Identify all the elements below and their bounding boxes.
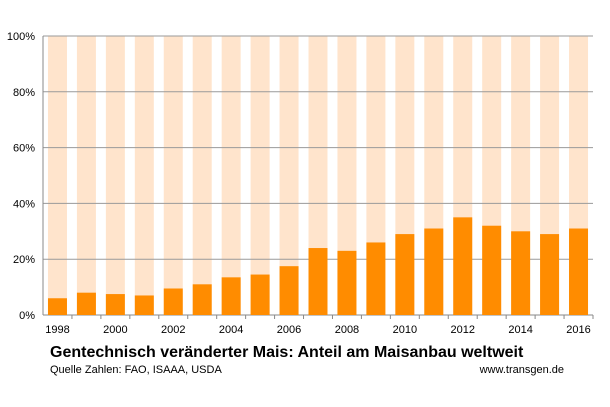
background-bar: [134, 36, 154, 315]
data-bar: [192, 284, 212, 315]
data-bar: [424, 228, 444, 315]
x-tick-label: 2006: [277, 324, 301, 336]
data-bar: [134, 295, 154, 315]
x-tick-label: 1998: [45, 324, 69, 336]
background-bar: [308, 36, 328, 315]
chart-title: Gentechnisch veränderter Mais: Anteil am…: [50, 344, 524, 361]
y-tick-label: 80%: [13, 87, 35, 99]
y-tick-label: 40%: [13, 198, 35, 210]
y-tick-label: 60%: [13, 143, 35, 155]
source-note: Quelle Zahlen: FAO, ISAAA, USDA: [50, 364, 222, 376]
data-bar: [163, 288, 183, 315]
background-bar: [76, 36, 96, 315]
background-bar: [221, 36, 241, 315]
x-tick-label: 2000: [103, 324, 127, 336]
data-bar: [279, 266, 299, 315]
data-bar: [221, 277, 241, 315]
x-tick-label: 2004: [219, 324, 243, 336]
background-bar: [163, 36, 183, 315]
x-tick-label: 2010: [393, 324, 417, 336]
background-bar: [192, 36, 212, 315]
data-bar: [250, 274, 270, 315]
background-bar: [337, 36, 357, 315]
x-tick-label: 2002: [161, 324, 185, 336]
background-bar: [47, 36, 67, 315]
y-tick-label: 20%: [13, 254, 35, 266]
data-bar: [395, 234, 415, 315]
x-tick-label: 2008: [335, 324, 359, 336]
data-bar: [453, 217, 473, 315]
data-bar: [511, 231, 531, 315]
x-tick-label: 2012: [450, 324, 474, 336]
x-tick-label: 2014: [508, 324, 532, 336]
y-tick-label: 100%: [7, 31, 35, 43]
data-bar: [76, 292, 96, 315]
data-bar: [337, 250, 357, 315]
x-tick-label: 2016: [566, 324, 590, 336]
background-bar: [279, 36, 299, 315]
background-bar: [105, 36, 125, 315]
data-bar: [482, 225, 502, 315]
data-bar: [105, 294, 125, 315]
data-bar: [366, 242, 386, 315]
website-link[interactable]: www.transgen.de: [479, 364, 564, 376]
background-bar: [250, 36, 270, 315]
data-bar: [47, 298, 67, 315]
data-bar: [540, 234, 560, 315]
data-bar: [308, 248, 328, 315]
chart: 0% 20% 40% 60% 80% 100% 1998 2000 2002 2004 2006 20…: [7, 31, 594, 336]
data-bar: [569, 228, 589, 315]
y-tick-label: 0%: [19, 310, 35, 322]
